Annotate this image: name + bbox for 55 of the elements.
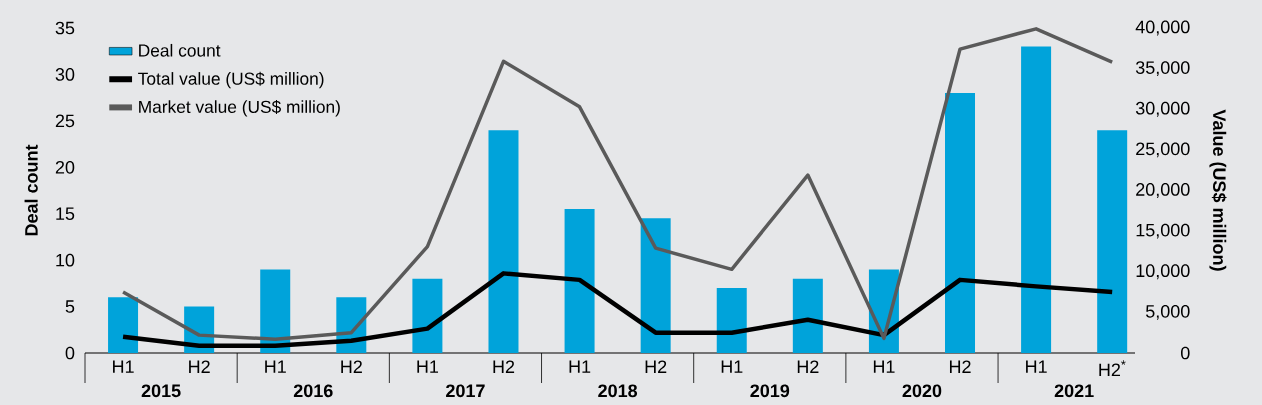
x-tick-label: H1 [569, 360, 591, 373]
text: 2016 [293, 384, 333, 398]
x-tick-label: H2 [797, 360, 819, 373]
text: 2018 [598, 384, 638, 398]
text: 2017 [446, 384, 485, 398]
x-tick-label: H1 [873, 360, 895, 373]
legend-label: Market value (US$ million) [139, 99, 340, 117]
y2-tick-label: 20,000 [1136, 183, 1190, 198]
x-tick-label: H1 [113, 360, 134, 373]
y2-tick-label: 30,000 [1135, 101, 1190, 117]
y2-tick-label: 10,000 [1136, 264, 1190, 280]
text: 2020 [902, 384, 942, 398]
text: 2015 [141, 384, 181, 398]
y-tick-label: 35 [55, 21, 75, 35]
x-tick-label: H2 [189, 360, 210, 373]
bar [716, 288, 747, 353]
bar [564, 209, 595, 353]
y-tick-label: 15 [56, 207, 75, 220]
x-tick-label: H2 [493, 360, 515, 373]
x-tick-label: H2 [645, 360, 667, 373]
y-tick-label: 10 [56, 253, 75, 267]
y2-axis-title: Value (US$ million) [1209, 109, 1227, 271]
line-series [120, 271, 1115, 348]
x-tick-label: H1 [265, 360, 286, 373]
y2-tick-label: 25,000 [1136, 142, 1190, 158]
x-tick-label: H1 [417, 360, 439, 373]
y2-tick-label: 35,000 [1135, 61, 1190, 77]
bar [412, 278, 443, 353]
y2-tick-label: 5,000 [1145, 304, 1190, 320]
bar [1097, 130, 1128, 353]
text: 2021 [1054, 384, 1094, 398]
y-tick-label: 5 [65, 300, 75, 313]
bar [108, 297, 139, 353]
x-tick-label: H2 [949, 360, 971, 373]
y-axis-title: Deal count [24, 144, 38, 236]
y2-tick-label: 0 [1181, 346, 1190, 360]
x-tick-label: H1 [1026, 360, 1047, 373]
bar [792, 278, 823, 353]
bar [488, 130, 519, 353]
x-tick-label: H1 [721, 360, 743, 373]
bar [945, 93, 976, 353]
x-tick-label: H2 [341, 360, 362, 373]
y2-tick-label: 40,000 [1135, 20, 1190, 36]
bar [640, 218, 671, 353]
y-tick-label: 20 [55, 160, 75, 174]
text: 2019 [750, 384, 790, 398]
y-tick-label: 25 [55, 114, 75, 128]
line-series [121, 27, 1114, 341]
y-tick-label: 30 [55, 68, 75, 81]
y-tick-label: 0 [65, 346, 75, 360]
legend-label: Total value (US$ million) [138, 71, 324, 89]
legend-label: Deal count [139, 43, 221, 57]
y2-tick-label: 15,000 [1136, 223, 1190, 239]
x-tick-label: H2$^{*}$ [1099, 360, 1126, 377]
bar [1021, 46, 1052, 353]
